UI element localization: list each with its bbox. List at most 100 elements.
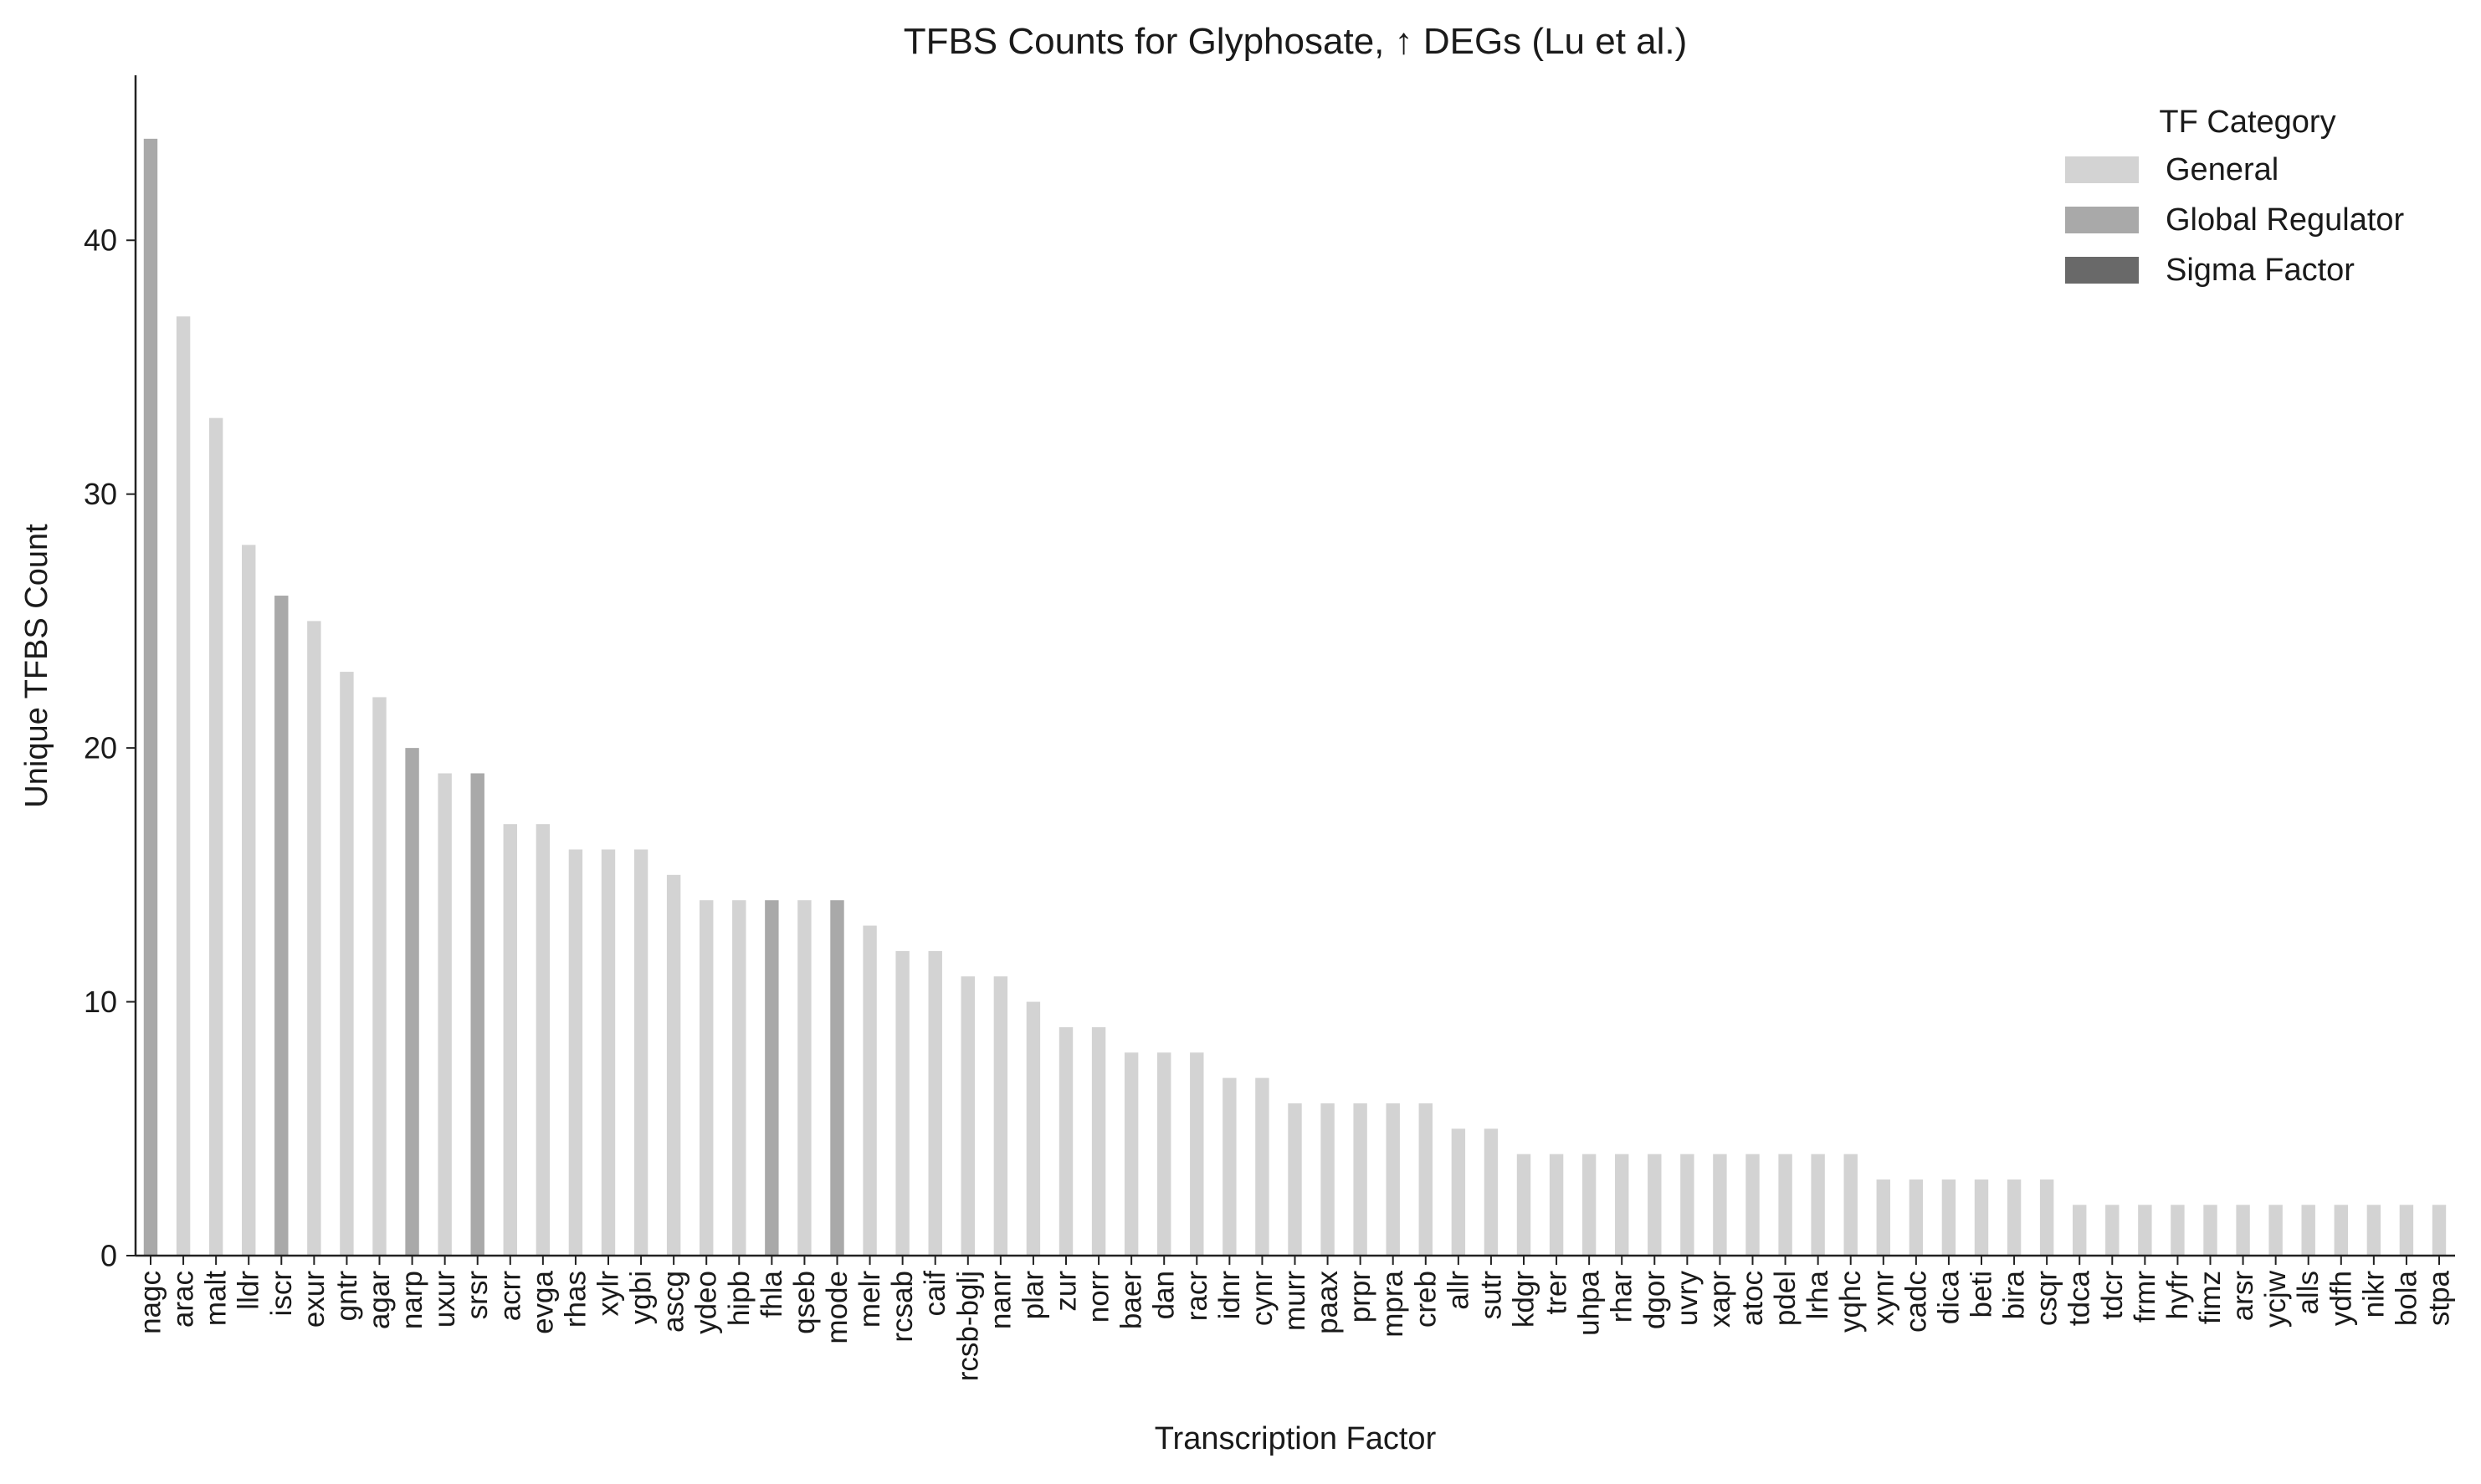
bar-baer <box>1124 1052 1139 1256</box>
x-tick-label: trer <box>1540 1271 1573 1315</box>
x-tick-label: evga <box>526 1270 559 1333</box>
bar-lldr <box>242 545 256 1256</box>
bar-cadc <box>1909 1179 1924 1256</box>
x-tick-label: creb <box>1409 1271 1442 1328</box>
y-tick-label: 0 <box>100 1239 117 1273</box>
bar-ascg <box>666 874 681 1256</box>
x-tick-label: tdcr <box>2096 1271 2129 1320</box>
x-tick-label: ycjw <box>2259 1270 2292 1328</box>
bar-xylr <box>601 849 616 1256</box>
x-tick-label: xylr <box>592 1271 625 1317</box>
bar-paax <box>1320 1103 1335 1256</box>
bar-uxur <box>438 773 452 1256</box>
x-tick-label: rhar <box>1606 1271 1638 1323</box>
bar-fimz <box>2203 1205 2217 1256</box>
bar-atoc <box>1745 1154 1760 1256</box>
bar-tdca <box>2073 1205 2087 1256</box>
bar-lrha <box>1811 1154 1825 1256</box>
x-tick-label: baer <box>1115 1271 1148 1329</box>
bar-narp <box>405 748 419 1256</box>
bar-acrr <box>503 824 517 1256</box>
x-tick-label: idnr <box>1213 1271 1246 1320</box>
x-tick-label: melr <box>853 1271 886 1328</box>
x-tick-label: pdel <box>1769 1271 1802 1326</box>
bar-yqhc <box>1843 1154 1858 1256</box>
x-tick-label: sutr <box>1474 1271 1507 1320</box>
x-tick-label: xynr <box>1867 1271 1899 1326</box>
legend-label: Sigma Factor <box>2166 253 2355 288</box>
x-tick-label: uvry <box>1671 1271 1704 1327</box>
x-tick-label: dgor <box>1638 1271 1671 1329</box>
bar-beti <box>1974 1179 1989 1256</box>
bar-frmr <box>2138 1205 2152 1256</box>
x-tick-label: nanr <box>984 1271 1017 1329</box>
x-tick-label: uxur <box>428 1271 461 1328</box>
x-tick-label: ydfh <box>2325 1271 2357 1326</box>
x-tick-label: tdca <box>2063 1270 2096 1326</box>
x-tick-label: csqr <box>2031 1271 2063 1326</box>
bar-tdcr <box>2105 1205 2120 1256</box>
x-tick-label: agar <box>363 1271 396 1329</box>
x-tick-label: paax <box>1311 1271 1344 1334</box>
legend: TF Category General Global Regulator Sigma… <box>2065 105 2405 288</box>
x-tick-label: murr <box>1279 1271 1311 1331</box>
bar-idnr <box>1223 1077 1237 1256</box>
bar-rcsb-bglj <box>961 976 975 1256</box>
x-tick-label: uhpa <box>1573 1270 1606 1335</box>
bar-zur <box>1059 1026 1074 1256</box>
x-tick-label: mode <box>821 1271 853 1344</box>
bar-csqr <box>2039 1179 2054 1256</box>
bar-mpra <box>1386 1103 1400 1256</box>
bar-prpr <box>1353 1103 1367 1256</box>
bar-alls <box>2301 1205 2315 1256</box>
bar-rcsab <box>895 950 910 1256</box>
bar-nanr <box>993 976 1008 1256</box>
x-tick-label: stpa <box>2423 1270 2456 1326</box>
y-tick-label: 10 <box>84 985 117 1019</box>
x-tick-labels: nagc arac malt lldr iscr exur gntr agar narp uxur… <box>135 1256 2456 1381</box>
legend-entries: General Global Regulator Sigma Factor <box>2065 152 2405 288</box>
bar-sutr <box>1484 1128 1499 1256</box>
x-tick-label: yqhc <box>1834 1271 1867 1333</box>
bar-dgor <box>1648 1154 1662 1256</box>
x-tick-label: prpr <box>1344 1271 1376 1323</box>
x-tick-label: caif <box>919 1271 951 1317</box>
x-tick-label: nikr <box>2357 1271 2390 1318</box>
x-tick-label: qseb <box>788 1271 821 1334</box>
x-tick-label: lrha <box>1802 1270 1834 1319</box>
bar-pdel <box>1778 1154 1792 1256</box>
legend-swatch <box>2065 257 2139 284</box>
bar-hyfr <box>2171 1205 2185 1256</box>
x-tick-label: exur <box>298 1271 331 1328</box>
bar-rhas <box>568 849 583 1256</box>
bar-qseb <box>797 900 812 1256</box>
bar-dica <box>1941 1179 1956 1256</box>
y-axis-label: Unique TFBS Count <box>19 524 54 808</box>
x-tick-label: allr <box>1442 1271 1474 1310</box>
x-tick-label: bira <box>1998 1270 2031 1319</box>
x-tick-label: malt <box>200 1271 233 1326</box>
x-tick-label: alls <box>2292 1271 2325 1315</box>
x-tick-label: srsr <box>461 1271 494 1320</box>
legend-swatch <box>2065 207 2139 233</box>
x-tick-label: dan <box>1148 1271 1181 1319</box>
bar-evga <box>536 824 551 1256</box>
legend-swatch <box>2065 156 2139 183</box>
bar-melr <box>863 925 877 1256</box>
x-tick-label: rhas <box>559 1271 592 1328</box>
x-tick-label: norr <box>1083 1271 1115 1323</box>
x-tick-label: bola <box>2390 1270 2422 1326</box>
x-tick-label: cynr <box>1246 1271 1279 1326</box>
bar-bola <box>2399 1205 2414 1256</box>
bar-allr <box>1451 1128 1466 1256</box>
legend-label: General <box>2166 152 2279 187</box>
bar-ydfh <box>2334 1205 2348 1256</box>
x-tick-label: narp <box>396 1271 428 1329</box>
bar-racr <box>1190 1052 1204 1256</box>
bar-xapr <box>1713 1154 1727 1256</box>
x-tick-label: dica <box>1932 1270 1965 1324</box>
x-tick-label: iscr <box>265 1271 298 1317</box>
bar-xynr <box>1876 1179 1890 1256</box>
